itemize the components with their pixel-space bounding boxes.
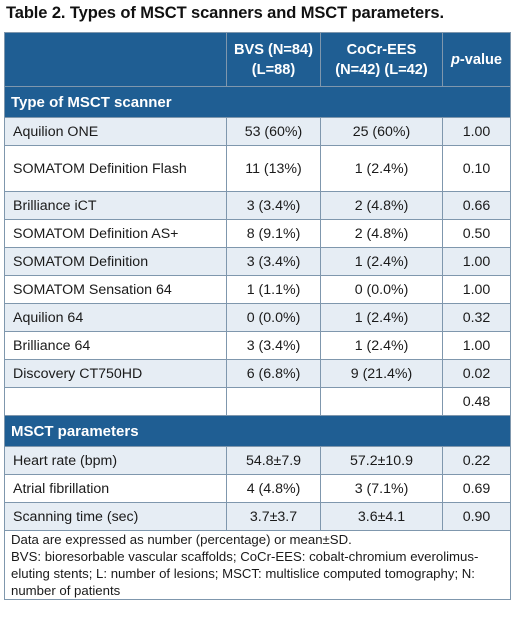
cocr-value-cell: 1 (2.4%): [320, 145, 443, 192]
cocr-value-cell: 1 (2.4%): [320, 303, 443, 332]
cocr-value-cell: 3 (7.1%): [320, 474, 443, 503]
bvs-value-cell: 3 (3.4%): [226, 331, 321, 360]
header-cocr-line2: (N=42) (L=42): [335, 61, 428, 78]
table-row: Discovery CT750HD 6 (6.8%) 9 (21.4%) 0.02: [4, 359, 511, 388]
row-label-cell: Aquilion 64: [4, 303, 227, 332]
row-label-cell: SOMATOM Definition: [4, 247, 227, 276]
header-cocr: CoCr-EES (N=42) (L=42): [320, 32, 443, 87]
section-heading: MSCT parameters: [4, 415, 511, 447]
data-table: BVS (N=84) (L=88) CoCr-EES (N=42) (L=42)…: [4, 32, 511, 600]
row-label-cell: Atrial fibrillation: [4, 474, 227, 503]
table-row: SOMATOM Definition 3 (3.4%) 1 (2.4%) 1.00: [4, 247, 511, 276]
header-bvs-line1: BVS (N=84): [233, 41, 314, 58]
row-label-cell: SOMATOM Definition AS+: [4, 219, 227, 248]
footnote-line-1: Data are expressed as number (percentage…: [11, 532, 352, 547]
table-row: Brilliance 64 3 (3.4%) 1 (2.4%) 1.00: [4, 331, 511, 360]
header-bvs: BVS (N=84) (L=88): [226, 32, 321, 87]
row-label-cell: Heart rate (bpm): [4, 446, 227, 475]
row-label-cell: Aquilion ONE: [4, 117, 227, 146]
bvs-value-cell: 54.8±7.9: [226, 446, 321, 475]
bvs-value-cell: [226, 387, 321, 416]
pvalue-cell: 0.66: [442, 191, 511, 220]
section-heading: Type of MSCT scanner: [4, 86, 511, 118]
row-label-cell: Brilliance 64: [4, 331, 227, 360]
header-blank-cell: [4, 32, 227, 87]
row-label-cell: SOMATOM Sensation 64: [4, 275, 227, 304]
footnote-row: Data are expressed as number (percentage…: [4, 530, 511, 600]
table-row: Atrial fibrillation 4 (4.8%) 3 (7.1%) 0.69: [4, 474, 511, 503]
pvalue-cell: 0.02: [442, 359, 511, 388]
row-label-cell: [4, 387, 227, 416]
pvalue-cell: 1.00: [442, 331, 511, 360]
bvs-value-cell: 3 (3.4%): [226, 247, 321, 276]
bvs-value-cell: 53 (60%): [226, 117, 321, 146]
bvs-value-cell: 0 (0.0%): [226, 303, 321, 332]
row-label-cell: Brilliance iCT: [4, 191, 227, 220]
pvalue-cell: 0.22: [442, 446, 511, 475]
table-body: Type of MSCT scanner Aquilion ONE 53 (60%)…: [4, 86, 511, 531]
table-title: Table 2. Types of MSCT scanners and MSCT…: [6, 4, 444, 22]
pvalue-cell: 0.48: [442, 387, 511, 416]
header-row: BVS (N=84) (L=88) CoCr-EES (N=42) (L=42)…: [4, 32, 511, 87]
footnote-line-2: BVS: bioresorbable vascular scaffolds; C…: [11, 549, 479, 598]
bvs-value-cell: 11 (13%): [226, 145, 321, 192]
row-label-cell: Discovery CT750HD: [4, 359, 227, 388]
bvs-value-cell: 1 (1.1%): [226, 275, 321, 304]
section-header-row: Type of MSCT scanner: [4, 86, 511, 118]
table-row: SOMATOM Sensation 64 1 (1.1%) 0 (0.0%) 1.00: [4, 275, 511, 304]
table-row: 0.48: [4, 387, 511, 416]
cocr-value-cell: [320, 387, 443, 416]
bvs-value-cell: 8 (9.1%): [226, 219, 321, 248]
cocr-value-cell: 9 (21.4%): [320, 359, 443, 388]
pvalue-cell: 1.00: [442, 275, 511, 304]
table-row: Aquilion 64 0 (0.0%) 1 (2.4%) 0.32: [4, 303, 511, 332]
cocr-value-cell: 25 (60%): [320, 117, 443, 146]
cocr-value-cell: 2 (4.8%): [320, 191, 443, 220]
pvalue-cell: 0.32: [442, 303, 511, 332]
pvalue-cell: 1.00: [442, 247, 511, 276]
pvalue-cell: 0.69: [442, 474, 511, 503]
header-cocr-line1: CoCr-EES: [346, 41, 417, 58]
table-row: Heart rate (bpm) 54.8±7.9 57.2±10.9 0.22: [4, 446, 511, 475]
header-bvs-line2: (L=88): [251, 61, 296, 78]
section-header-row: MSCT parameters: [4, 415, 511, 447]
bvs-value-cell: 3.7±3.7: [226, 502, 321, 531]
pvalue-cell: 1.00: [442, 117, 511, 146]
cocr-value-cell: 1 (2.4%): [320, 331, 443, 360]
bvs-value-cell: 3 (3.4%): [226, 191, 321, 220]
pvalue-cell: 0.90: [442, 502, 511, 531]
table-row: Brilliance iCT 3 (3.4%) 2 (4.8%) 0.66: [4, 191, 511, 220]
table-row: SOMATOM Definition Flash 11 (13%) 1 (2.4%)…: [4, 145, 511, 192]
table-row: Scanning time (sec) 3.7±3.7 3.6±4.1 0.90: [4, 502, 511, 531]
row-label-cell: Scanning time (sec): [4, 502, 227, 531]
footnote-cell: Data are expressed as number (percentage…: [4, 530, 511, 600]
cocr-value-cell: 1 (2.4%): [320, 247, 443, 276]
table-row: Aquilion ONE 53 (60%) 25 (60%) 1.00: [4, 117, 511, 146]
row-label-cell: SOMATOM Definition Flash: [4, 145, 227, 192]
header-pvalue: p-value: [442, 32, 511, 87]
header-pvalue-rest: -value: [459, 51, 503, 68]
cocr-value-cell: 57.2±10.9: [320, 446, 443, 475]
cocr-value-cell: 3.6±4.1: [320, 502, 443, 531]
table-row: SOMATOM Definition AS+ 8 (9.1%) 2 (4.8%) 0.…: [4, 219, 511, 248]
header-pvalue-italic: p: [450, 51, 460, 68]
cocr-value-cell: 2 (4.8%): [320, 219, 443, 248]
bvs-value-cell: 6 (6.8%): [226, 359, 321, 388]
pvalue-cell: 0.10: [442, 145, 511, 192]
pvalue-cell: 0.50: [442, 219, 511, 248]
cocr-value-cell: 0 (0.0%): [320, 275, 443, 304]
bvs-value-cell: 4 (4.8%): [226, 474, 321, 503]
